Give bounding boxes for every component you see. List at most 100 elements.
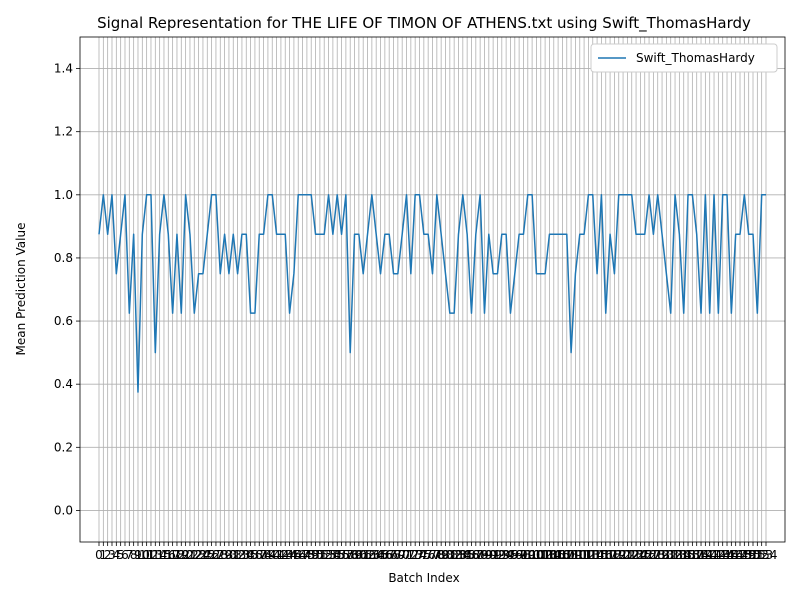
x-tick-label: 47 bbox=[295, 548, 310, 562]
x-tick-label: 67 bbox=[382, 548, 397, 562]
x-tick-label: 109 bbox=[560, 548, 583, 562]
x-tick-label: 115 bbox=[586, 548, 609, 562]
x-tick-label: 61 bbox=[356, 548, 371, 562]
x-tick-label: 23 bbox=[191, 548, 206, 562]
y-tick-label: 1.2 bbox=[54, 125, 73, 139]
x-tick-label: 97 bbox=[511, 548, 526, 562]
x-tick-label: 120 bbox=[607, 548, 630, 562]
x-tick-label: 24 bbox=[195, 548, 210, 562]
x-tick-label: 14 bbox=[152, 548, 167, 562]
x-tick-label: 39 bbox=[260, 548, 275, 562]
x-tick-label: 87 bbox=[468, 548, 483, 562]
y-tick-label: 0.4 bbox=[54, 377, 73, 391]
x-tick-label: 65 bbox=[373, 548, 388, 562]
x-tick-label: 22 bbox=[187, 548, 202, 562]
x-tick-label: 42 bbox=[273, 548, 288, 562]
x-tick-label: 137 bbox=[681, 548, 704, 562]
x-tick-label: 117 bbox=[594, 548, 617, 562]
x-tick-label: 69 bbox=[390, 548, 405, 562]
x-tick-label: 112 bbox=[573, 548, 596, 562]
x-tick-label: 75 bbox=[416, 548, 431, 562]
x-tick-label: 18 bbox=[169, 548, 184, 562]
x-tick-label: 89 bbox=[477, 548, 492, 562]
x-tick-label: 82 bbox=[447, 548, 462, 562]
x-tick-label: 91 bbox=[485, 548, 500, 562]
x-tick-label: 110 bbox=[564, 548, 587, 562]
x-tick-label: 147 bbox=[724, 548, 747, 562]
x-tick-label: 48 bbox=[299, 548, 314, 562]
x-tick-label: 52 bbox=[317, 548, 332, 562]
x-tick-label: 90 bbox=[481, 548, 496, 562]
x-tick-label: 73 bbox=[408, 548, 423, 562]
legend-box bbox=[590, 43, 778, 73]
x-tick-label: 133 bbox=[664, 548, 687, 562]
x-tick-label: 29 bbox=[217, 548, 232, 562]
legend-label: Swift_ThomasHardy bbox=[636, 51, 755, 65]
x-tick-label: 92 bbox=[490, 548, 505, 562]
x-tick-label: 126 bbox=[633, 548, 656, 562]
x-tick-label: 20 bbox=[178, 548, 193, 562]
x-tick-label: 74 bbox=[412, 548, 427, 562]
x-tick-label: 108 bbox=[555, 548, 578, 562]
x-tick-label: 113 bbox=[577, 548, 600, 562]
legend: Swift_ThomasHardy bbox=[590, 43, 778, 73]
x-tick-label: 41 bbox=[269, 548, 284, 562]
x-tick-label: 85 bbox=[460, 548, 475, 562]
x-tick-label: 59 bbox=[347, 548, 362, 562]
x-tick-label: 51 bbox=[312, 548, 327, 562]
x-tick-label: 134 bbox=[668, 548, 691, 562]
x-tick-label: 53 bbox=[321, 548, 336, 562]
x-tick-label: 148 bbox=[729, 548, 752, 562]
x-tick-label: 119 bbox=[603, 548, 626, 562]
x-tick-label: 118 bbox=[599, 548, 622, 562]
x-tick-label: 15 bbox=[156, 548, 171, 562]
x-tick-label: 149 bbox=[733, 548, 756, 562]
x-tick-label: 12 bbox=[143, 548, 158, 562]
x-tick-label: 30 bbox=[221, 548, 236, 562]
x-tick-label: 3 bbox=[108, 548, 116, 562]
x-tick-label: 5 bbox=[117, 548, 125, 562]
x-tick-label: 17 bbox=[165, 548, 180, 562]
y-tick-label: 1.0 bbox=[54, 188, 73, 202]
x-tick-label: 130 bbox=[651, 548, 674, 562]
x-tick-label: 77 bbox=[425, 548, 440, 562]
grid bbox=[80, 37, 785, 542]
x-tick-label: 142 bbox=[703, 548, 726, 562]
x-tick-label: 101 bbox=[525, 548, 548, 562]
x-tick-label: 6 bbox=[121, 548, 129, 562]
y-axis-label: Mean Prediction Value bbox=[14, 223, 28, 356]
x-tick-label: 141 bbox=[698, 548, 721, 562]
x-tick-label: 10 bbox=[135, 548, 150, 562]
x-tick-label: 76 bbox=[421, 548, 436, 562]
x-tick-label: 151 bbox=[742, 548, 765, 562]
chart-title: Signal Representation for THE LIFE OF TI… bbox=[97, 14, 751, 33]
x-tick-label: 49 bbox=[304, 548, 319, 562]
x-tick-label: 139 bbox=[690, 548, 713, 562]
y-tick-label: 0.0 bbox=[54, 503, 73, 517]
x-axis-ticks: 0123456789101112131415161718192021222324… bbox=[95, 542, 777, 562]
x-tick-label: 146 bbox=[720, 548, 743, 562]
x-tick-label: 78 bbox=[429, 548, 444, 562]
x-tick-label: 45 bbox=[286, 548, 301, 562]
x-tick-label: 81 bbox=[442, 548, 457, 562]
x-tick-label: 33 bbox=[234, 548, 249, 562]
x-tick-label: 102 bbox=[529, 548, 552, 562]
x-tick-label: 145 bbox=[716, 548, 739, 562]
x-tick-label: 127 bbox=[638, 548, 661, 562]
x-tick-label: 13 bbox=[148, 548, 163, 562]
y-axis-ticks: 0.0 0.2 0.4 0.6 0.8 1.0 1.2 1.4 bbox=[54, 62, 80, 517]
x-tick-label: 131 bbox=[655, 548, 678, 562]
x-tick-label: 7 bbox=[125, 548, 133, 562]
x-tick-label: 57 bbox=[338, 548, 353, 562]
x-tick-label: 43 bbox=[278, 548, 293, 562]
y-tick-label: 0.2 bbox=[54, 440, 73, 454]
x-tick-label: 63 bbox=[364, 548, 379, 562]
x-tick-label: 36 bbox=[247, 548, 262, 562]
x-tick-label: 111 bbox=[568, 548, 591, 562]
x-tick-label: 150 bbox=[737, 548, 760, 562]
x-tick-label: 8 bbox=[130, 548, 138, 562]
x-tick-label: 114 bbox=[581, 548, 604, 562]
x-tick-label: 96 bbox=[507, 548, 522, 562]
x-tick-label: 103 bbox=[534, 548, 557, 562]
